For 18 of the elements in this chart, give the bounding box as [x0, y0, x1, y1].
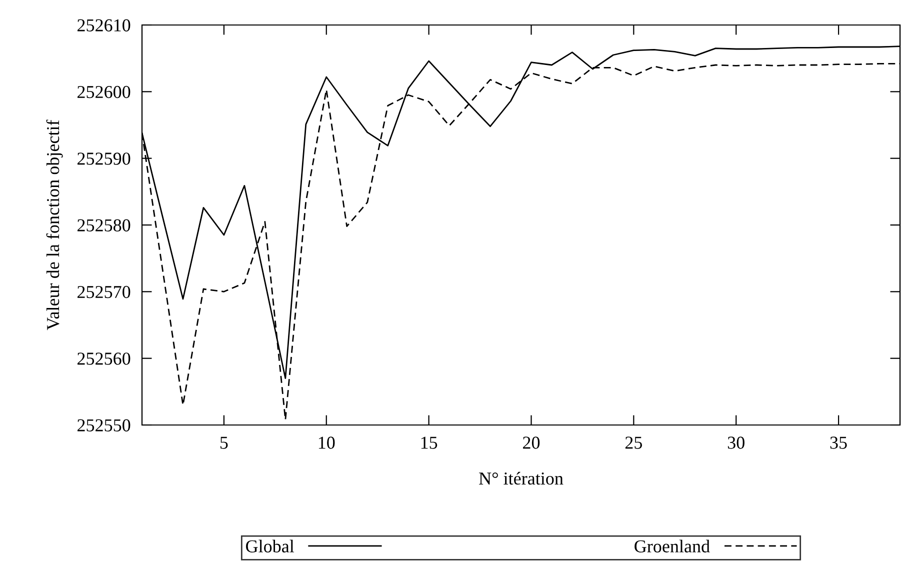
x-tick-label: 35: [830, 436, 847, 449]
y-axis-title: Valeur de la fonction objectif: [46, 120, 63, 330]
y-tick-label: 252590: [78, 152, 130, 165]
legend-label: Groenland: [634, 540, 710, 552]
y-tick-label: 252610: [78, 19, 130, 32]
legend-label: Global: [246, 540, 294, 552]
x-tick-label: 30: [728, 436, 744, 449]
y-tick-label: 252600: [78, 86, 130, 98]
x-axis-title: N° itération: [479, 472, 564, 485]
y-tick-label: 252580: [78, 219, 130, 232]
x-tick-label: 10: [318, 436, 335, 449]
y-tick-label: 252560: [78, 352, 130, 365]
y-tick-label: 252550: [78, 419, 130, 432]
x-tick-label: 5: [220, 436, 228, 449]
y-tick-label: 252570: [78, 286, 130, 298]
x-tick-label: 25: [625, 436, 642, 449]
x-tick-label: 20: [523, 436, 540, 449]
x-tick-label: 15: [421, 436, 438, 449]
